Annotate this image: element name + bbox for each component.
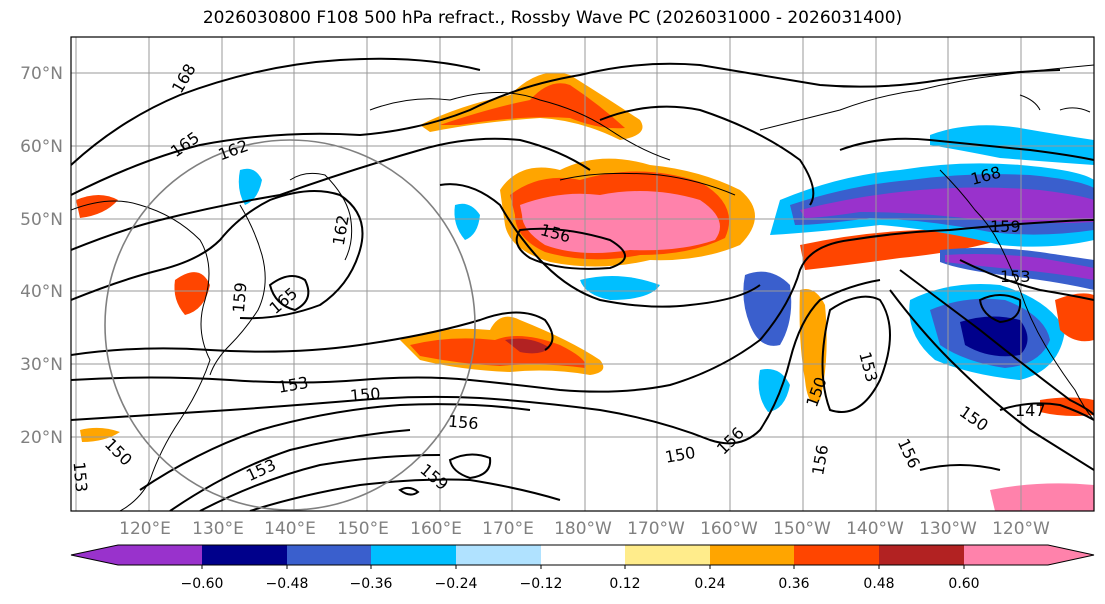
negative-anomaly-region xyxy=(238,168,262,205)
negative-anomaly-region xyxy=(930,125,1094,165)
positive-anomaly-region xyxy=(440,83,625,129)
negative-anomaly-region xyxy=(580,276,660,300)
colorbar-tick-label: −0.36 xyxy=(350,576,393,592)
contour-label: 153 xyxy=(1000,267,1031,286)
colorbar-tick-label: 0.12 xyxy=(609,576,640,592)
reference-circle xyxy=(104,139,476,511)
colorbar-segment xyxy=(456,545,541,565)
positive-anomaly-region xyxy=(174,272,210,315)
positive-anomaly-region xyxy=(990,483,1094,511)
positive-anomaly-region xyxy=(520,191,720,254)
lat-label: 60°N xyxy=(20,137,63,157)
colorbar-segment xyxy=(287,545,371,565)
colorbar-segment xyxy=(625,545,710,565)
colorbar-segment xyxy=(794,545,879,565)
colorbar-outline xyxy=(70,544,1095,566)
colorbar-segment xyxy=(371,545,456,565)
lon-label: 160°W xyxy=(700,519,758,539)
colorbar-segment xyxy=(964,545,1094,565)
colorbar-tick-label: 0.24 xyxy=(694,576,725,592)
positive-anomaly-region xyxy=(76,195,118,218)
lat-label: 70°N xyxy=(20,64,63,84)
lon-label: 120°E xyxy=(119,519,171,539)
lon-label: 150°W xyxy=(773,519,831,539)
negative-anomaly-region xyxy=(743,271,792,346)
negative-anomaly-region xyxy=(960,316,1028,357)
contour-label: 159 xyxy=(229,282,251,314)
colorbar-segment xyxy=(541,545,625,565)
contour-label: 147 xyxy=(1015,401,1046,420)
lat-label: 40°N xyxy=(20,282,63,302)
lon-label: 130°E xyxy=(192,519,244,539)
colorbar-tick-label: 0.60 xyxy=(948,576,979,592)
lon-label: 180°W xyxy=(554,519,612,539)
lon-label: 150°E xyxy=(337,519,389,539)
contour-label: 159 xyxy=(990,217,1021,236)
positive-anomaly-region xyxy=(1055,293,1094,342)
colorbar: −0.60 −0.48 −0.36 −0.24 −0.12 0.12 0.24 … xyxy=(70,544,1095,592)
colorbar-tick-label: −0.24 xyxy=(435,576,478,592)
colorbar-tick-label: 0.36 xyxy=(778,576,809,592)
map-title: 2026030800 F108 500 hPa refract., Rossby… xyxy=(202,8,903,28)
contour-label: 150 xyxy=(349,384,381,406)
lon-label: 160°E xyxy=(410,519,462,539)
colorbar-segment xyxy=(879,545,964,565)
longitude-axis: 120°E 130°E 140°E 150°E 160°E 170°E 180°… xyxy=(119,519,1050,539)
lat-label: 20°N xyxy=(20,428,63,448)
lon-label: 120°W xyxy=(992,519,1050,539)
lon-label: 140°E xyxy=(264,519,316,539)
shading-layer xyxy=(76,72,1094,511)
positive-anomaly-region xyxy=(80,427,120,442)
lon-label: 130°W xyxy=(919,519,977,539)
lat-label: 50°N xyxy=(20,210,63,230)
colorbar-segment xyxy=(202,545,287,565)
lat-label: 30°N xyxy=(20,355,63,375)
colorbar-tick-label: −0.12 xyxy=(520,576,563,592)
height-contours xyxy=(71,57,1094,511)
lon-label: 140°W xyxy=(846,519,904,539)
negative-anomaly-region xyxy=(758,369,790,412)
negative-anomaly-region xyxy=(945,254,1094,280)
map-frame xyxy=(70,36,1095,512)
colorbar-tick-label: 0.48 xyxy=(863,576,894,592)
lon-label: 170°W xyxy=(627,519,685,539)
map-panel xyxy=(71,37,1094,511)
positive-anomaly-region xyxy=(505,338,550,354)
colorbar-tick-label: −0.60 xyxy=(181,576,224,592)
contour-label: 156 xyxy=(447,412,479,434)
contour-label: 153 xyxy=(69,461,91,493)
colorbar-tick-label: −0.48 xyxy=(266,576,309,592)
colorbar-segment xyxy=(71,545,202,565)
negative-anomaly-region xyxy=(454,203,480,240)
lon-label: 170°E xyxy=(482,519,534,539)
latitude-axis: 70°N 60°N 50°N 40°N 30°N 20°N xyxy=(20,64,63,448)
colorbar-segment xyxy=(710,545,794,565)
